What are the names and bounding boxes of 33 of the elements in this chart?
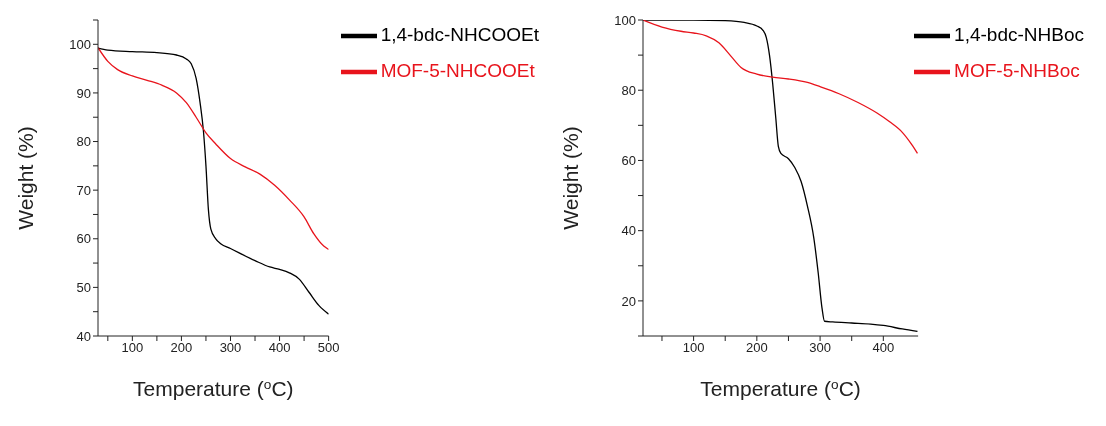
y-tick-label: 90 xyxy=(76,85,91,101)
x-tick-label: 400 xyxy=(872,340,895,356)
y-tick-label: 20 xyxy=(621,293,636,309)
y-tick-label: 80 xyxy=(76,134,91,150)
line-series xyxy=(643,20,919,333)
x-tick-label: 300 xyxy=(219,340,242,356)
legend-label: 1,4-bdc-NHBoc xyxy=(954,24,1084,46)
line-series xyxy=(643,20,919,155)
line-series xyxy=(98,47,329,315)
y-tick-label: 50 xyxy=(76,280,91,295)
y-tick-label: 40 xyxy=(621,223,636,239)
x-tick-label: 100 xyxy=(682,340,705,356)
y-axis-title: Weight (%) xyxy=(14,126,38,230)
y-tick-label: 40 xyxy=(76,328,91,344)
y-tick-label: 100 xyxy=(614,12,636,28)
x-tick-label: 200 xyxy=(170,340,193,356)
y-axis-title: Weight (%) xyxy=(559,126,583,230)
x-tick-label: 200 xyxy=(745,340,768,356)
x-tick-label: 400 xyxy=(268,340,291,356)
y-tick-label: 60 xyxy=(76,231,91,247)
legend-label: 1,4-bdc-NHCOOEt xyxy=(380,24,539,46)
y-tick-label: 80 xyxy=(621,82,636,98)
x-tick-label: 300 xyxy=(809,340,831,356)
y-tick-label: 60 xyxy=(621,153,636,169)
line-series xyxy=(98,47,329,251)
legend-label: MOF-5-NHCOOEt xyxy=(380,60,535,82)
x-axis-title: Temperature ($^{o}$C) xyxy=(133,376,294,400)
x-tick-label: 500 xyxy=(317,340,340,356)
y-tick-label: 100 xyxy=(69,36,91,52)
x-tick-label: 100 xyxy=(121,340,144,356)
y-tick-label: 70 xyxy=(76,182,91,198)
legend-label: MOF-5-NHBoc xyxy=(954,60,1080,82)
x-axis-title: Temperature ($^{o}$C) xyxy=(700,376,861,400)
